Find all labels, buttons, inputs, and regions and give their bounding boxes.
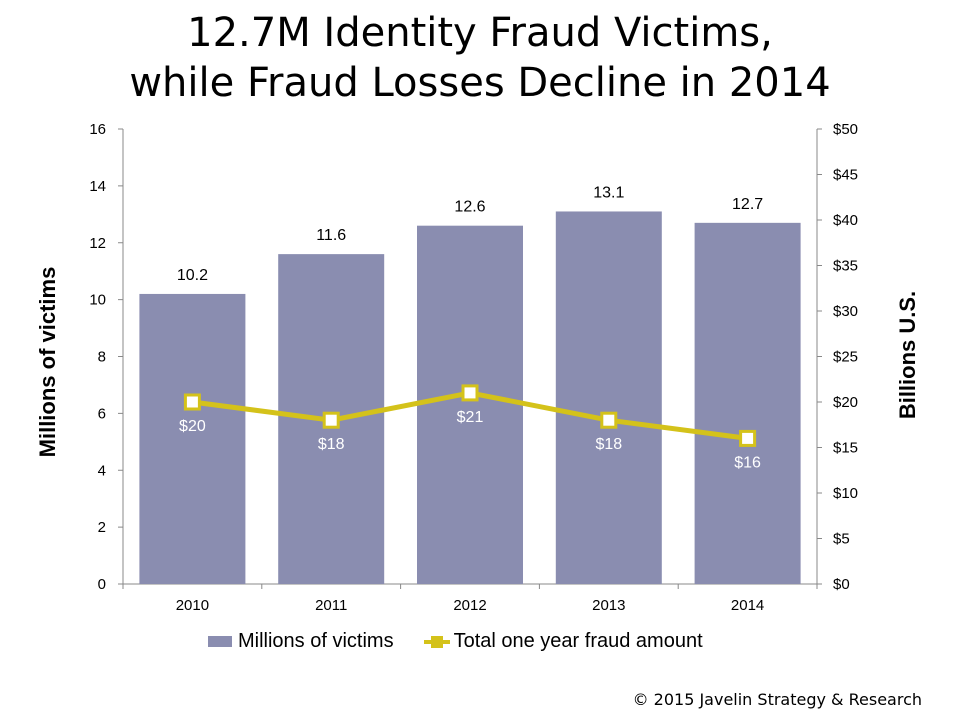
- bar-value-label: 10.2: [177, 267, 208, 284]
- fraud-amount-marker: [183, 393, 201, 411]
- y-tick-label-right: $20: [833, 394, 858, 411]
- y-tick-label-right: $50: [833, 121, 858, 138]
- fraud-amount-label: $21: [457, 409, 484, 426]
- bar-value-label: 12.7: [732, 196, 763, 213]
- x-tick-label: 2012: [453, 597, 486, 614]
- x-tick-label: 2010: [176, 597, 209, 614]
- bar-value-label: 12.6: [454, 199, 485, 216]
- y-axis-title-right: Billions U.S.: [895, 290, 920, 420]
- y-tick-label-right: $45: [833, 167, 858, 184]
- y-tick-label-left: 16: [89, 121, 106, 138]
- fraud-amount-label: $16: [734, 454, 761, 471]
- legend: Millions of victims Total one year fraud…: [208, 630, 703, 653]
- y-tick-label-right: $5: [833, 531, 850, 548]
- x-tick-label: 2011: [315, 597, 347, 614]
- copyright-text: © 2015 Javelin Strategy & Research: [632, 690, 922, 709]
- y-tick-label-right: $30: [833, 303, 858, 320]
- x-tick-label: 2013: [592, 597, 625, 614]
- y-tick-label-left: 0: [98, 576, 106, 593]
- legend-label-fraud-amount: Total one year fraud amount: [453, 630, 703, 652]
- y-tick-label-left: 14: [89, 178, 106, 195]
- x-tick-label: 2014: [731, 597, 764, 614]
- fraud-amount-label: $20: [179, 418, 206, 435]
- y-tick-label-right: $10: [833, 485, 858, 502]
- bar-2014: [694, 222, 801, 584]
- bar-value-label: 11.6: [316, 227, 346, 244]
- y-tick-label-left: 2: [98, 519, 106, 536]
- y-tick-label-left: 10: [89, 292, 106, 309]
- y-tick-label-left: 12: [89, 235, 106, 252]
- y-tick-label-right: $40: [833, 212, 858, 229]
- y-tick-label-right: $25: [833, 349, 858, 366]
- y-tick-label-right: $0: [833, 576, 850, 593]
- legend-swatch-victims: [208, 636, 232, 647]
- fraud-amount-marker: [322, 411, 340, 429]
- title-line-1: 12.7M Identity Fraud Victims,: [187, 10, 773, 56]
- y-tick-label-left: 4: [98, 462, 106, 479]
- legend-label-victims: Millions of victims: [238, 630, 394, 652]
- fraud-amount-marker: [461, 384, 479, 402]
- fraud-amount-marker: [739, 429, 757, 447]
- fraud-amount-label: $18: [318, 436, 345, 453]
- chart-title: 12.7M Identity Fraud Victims, while Frau…: [0, 8, 960, 108]
- y-tick-label-left: 6: [98, 405, 106, 422]
- bar-value-label: 13.1: [593, 184, 624, 201]
- y-axis-title-left: Millions of victims: [35, 266, 60, 458]
- y-tick-label-right: $35: [833, 258, 858, 275]
- fraud-amount-marker: [600, 411, 618, 429]
- bar-2013: [555, 211, 662, 584]
- bar-2012: [417, 225, 523, 584]
- y-tick-label-left: 8: [98, 349, 106, 366]
- y-tick-label-right: $15: [833, 440, 858, 457]
- bar-2010: [139, 293, 246, 584]
- title-line-2: while Fraud Losses Decline in 2014: [129, 60, 831, 106]
- legend-swatch-fraud-amount: [423, 635, 450, 649]
- fraud-amount-label: $18: [595, 436, 622, 453]
